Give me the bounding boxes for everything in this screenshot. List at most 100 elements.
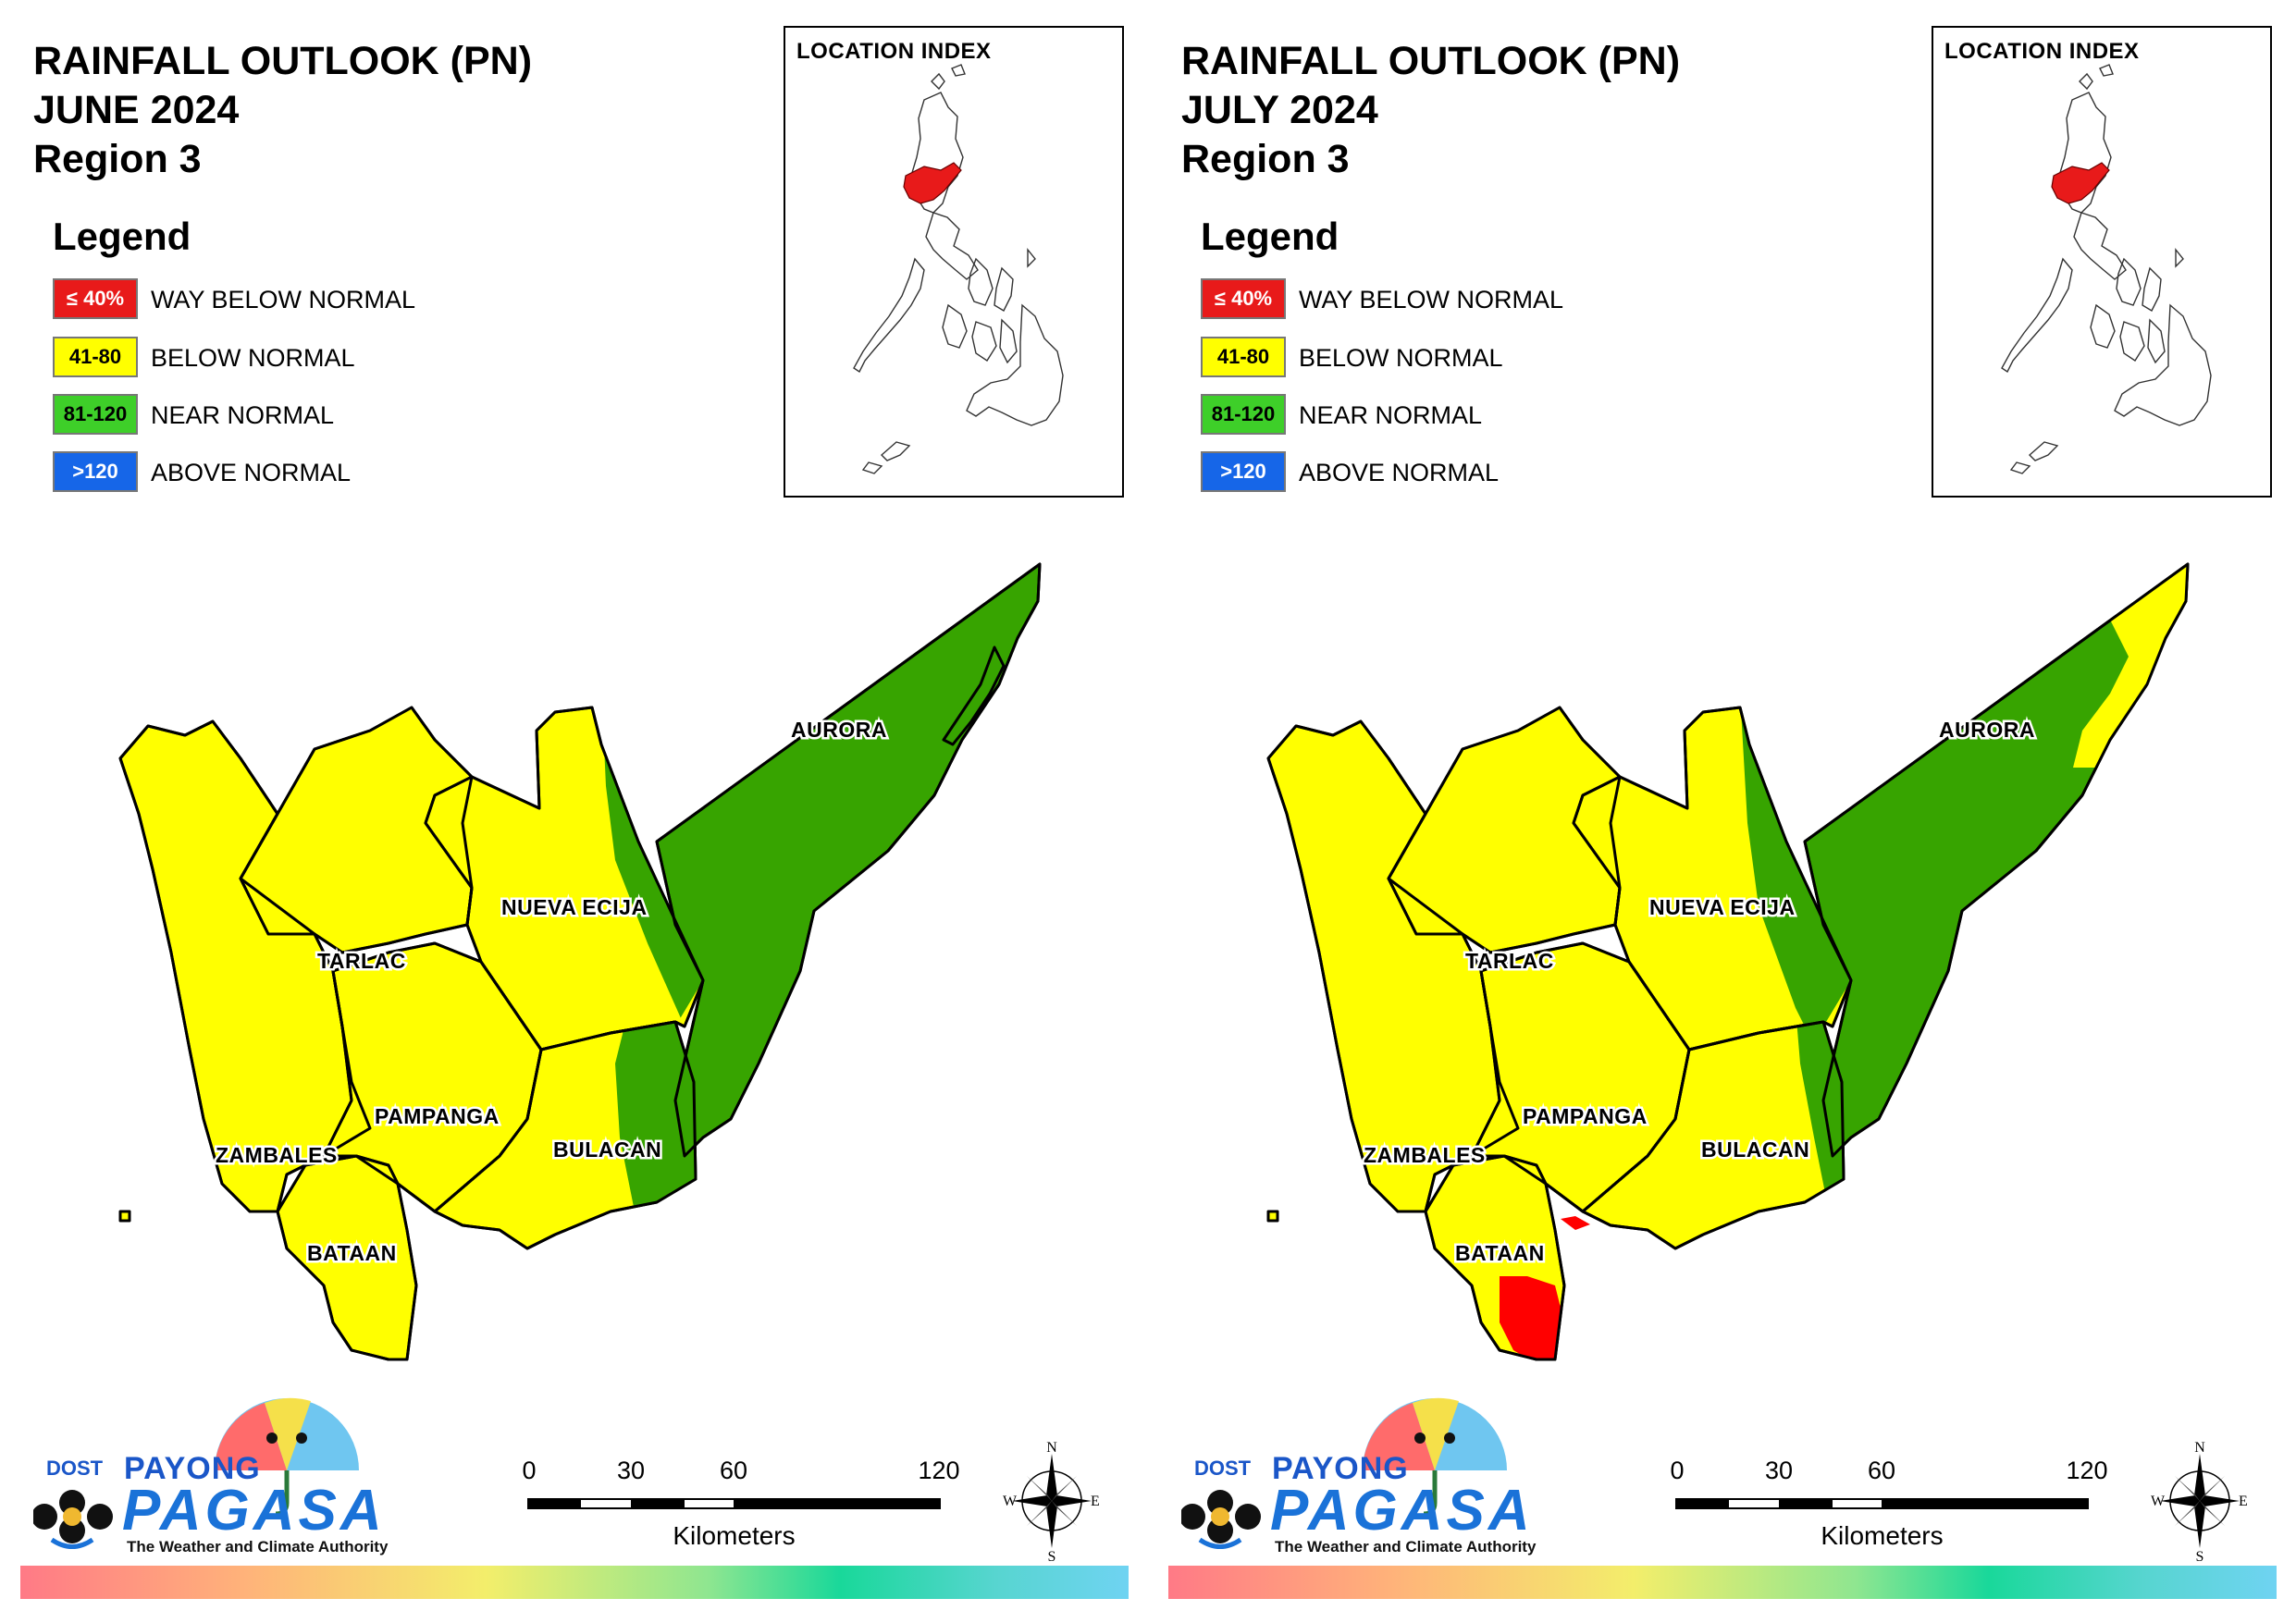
region-3-rainfall-map: AURORA NUEVA ECIJA TARLAC PAMPANGA BULAC… <box>1266 562 2190 1361</box>
legend-title: Legend <box>53 215 191 258</box>
title-line-month: JULY 2024 <box>1181 88 1378 132</box>
province-label-bataan: BATAAN <box>1455 1241 1545 1265</box>
legend-label: ABOVE NORMAL <box>151 459 352 486</box>
compass-e: E <box>2239 1494 2248 1509</box>
logo-payong-text: PAYONG <box>1272 1451 1409 1486</box>
legend-label: WAY BELOW NORMAL <box>1299 286 1564 314</box>
title-line-region: Region 3 <box>33 137 202 181</box>
map-title: RAINFALL OUTLOOK (PN) JUNE 2024 Region 3 <box>33 37 532 184</box>
logo-dost-text: DOST <box>1194 1457 1252 1480</box>
philippines-locator-map <box>2001 64 2212 474</box>
legend-label: NEAR NORMAL <box>1299 401 1483 429</box>
province-label-zambales: ZAMBALES <box>216 1143 338 1167</box>
province-label-tarlac: TARLAC <box>317 949 406 973</box>
scale-tick-120: 120 <box>2066 1457 2108 1484</box>
province-label-aurora: AURORA <box>1939 718 2035 742</box>
legend-swatch: ≤ 40% <box>1201 278 1286 319</box>
outlook-panel-june: RAINFALL OUTLOOK (PN) JUNE 2024 Region 3… <box>20 26 1129 1599</box>
compass-n: N <box>2194 1441 2205 1456</box>
scale-tick-0: 0 <box>522 1457 537 1484</box>
legend-swatch: ≤ 40% <box>53 278 138 319</box>
compass-w: W <box>2151 1494 2166 1509</box>
province-label-tarlac: TARLAC <box>1465 949 1554 973</box>
title-line-region: Region 3 <box>1181 137 1350 181</box>
logo-pagasa-text: PAGASA <box>122 1479 386 1543</box>
scale-tick-120: 120 <box>918 1457 960 1484</box>
scale-bar: 0 30 60 120 Kilometers <box>522 1457 962 1558</box>
compass-rose-icon: N S W E <box>1001 1440 1103 1565</box>
legend-swatch: 81-120 <box>53 394 138 435</box>
compass-w: W <box>1003 1494 1018 1509</box>
legend-title: Legend <box>1201 215 1339 258</box>
scale-segment <box>579 1498 633 1509</box>
scale-bar: 0 30 60 120 Kilometers <box>1670 1457 2110 1558</box>
payong-pagasa-logo: DOST PAYONG PAGASA The Weather and Clima… <box>1181 1383 1551 1568</box>
compass-s: S <box>1048 1549 1056 1561</box>
legend-label: WAY BELOW NORMAL <box>151 286 416 314</box>
scale-unit: Kilometers <box>1821 1521 1944 1550</box>
legend-swatch: 81-120 <box>1201 394 1286 435</box>
way-below-normal-zone-manila-bay <box>1561 1216 1590 1230</box>
legend-label: BELOW NORMAL <box>151 344 355 372</box>
footer-gradient-bar <box>20 1566 1129 1599</box>
location-index-title: LOCATION INDEX <box>796 39 992 64</box>
legend-swatch: 41-80 <box>1201 337 1286 377</box>
legend-label: NEAR NORMAL <box>151 401 335 429</box>
footer-gradient-bar <box>1168 1566 2277 1599</box>
province-label-nueva-ecija: NUEVA ECIJA <box>1649 895 1796 919</box>
way-below-normal-zone-bataan <box>1500 1276 1564 1359</box>
legend-label: ABOVE NORMAL <box>1299 459 1500 486</box>
province-label-bulacan: BULACAN <box>553 1137 661 1162</box>
scale-segment <box>683 1498 735 1509</box>
outlook-panel-july: RAINFALL OUTLOOK (PN) JULY 2024 Region 3… <box>1148 0 2296 1623</box>
legend-swatch: >120 <box>53 451 138 492</box>
province-label-aurora: AURORA <box>791 718 887 742</box>
scale-unit: Kilometers <box>673 1521 796 1550</box>
region-3-rainfall-map: AURORA NUEVA ECIJA TARLAC PAMPANGA BULAC… <box>118 562 1042 1361</box>
legend-swatch: >120 <box>1201 451 1286 492</box>
location-index-inset: LOCATION INDEX <box>1932 26 2272 498</box>
logo-dost-text: DOST <box>46 1457 104 1480</box>
scale-segment <box>631 1498 685 1509</box>
region-3-highlight <box>2051 162 2110 204</box>
compass-e: E <box>1091 1494 1100 1509</box>
location-index-title: LOCATION INDEX <box>1944 39 2140 64</box>
scale-segment <box>1779 1498 1833 1509</box>
compass-n: N <box>1046 1441 1057 1456</box>
province-label-pampanga: PAMPANGA <box>375 1104 500 1128</box>
legend-label: BELOW NORMAL <box>1299 344 1503 372</box>
scale-tick-30: 30 <box>616 1457 646 1484</box>
philippines-locator-map <box>853 64 1064 474</box>
scale-tick-60: 60 <box>1867 1457 1896 1484</box>
region-3-highlight <box>903 162 962 204</box>
aurora-peninsula <box>942 646 1006 746</box>
scale-segment <box>1727 1498 1781 1509</box>
logo-payong-text: PAYONG <box>124 1451 261 1486</box>
scale-segment <box>1675 1498 1729 1509</box>
payong-pagasa-logo: DOST PAYONG PAGASA The Weather and Clima… <box>33 1383 403 1568</box>
logo-pagasa-text: PAGASA <box>1270 1479 1534 1543</box>
small-island <box>1266 1210 1279 1223</box>
map-title: RAINFALL OUTLOOK (PN) JULY 2024 Region 3 <box>1181 37 1680 184</box>
logo-tagline: The Weather and Climate Authority <box>127 1538 389 1555</box>
province-label-pampanga: PAMPANGA <box>1523 1104 1648 1128</box>
province-label-nueva-ecija: NUEVA ECIJA <box>501 895 648 919</box>
scale-tick-60: 60 <box>719 1457 748 1484</box>
compass-rose-icon: N S W E <box>2149 1440 2251 1565</box>
province-label-bulacan: BULACAN <box>1701 1137 1809 1162</box>
small-island <box>118 1210 131 1223</box>
scale-tick-30: 30 <box>1764 1457 1794 1484</box>
title-line-product: RAINFALL OUTLOOK (PN) <box>33 39 533 83</box>
title-line-product: RAINFALL OUTLOOK (PN) <box>1181 39 1681 83</box>
scale-segment <box>1831 1498 1883 1509</box>
title-line-month: JUNE 2024 <box>33 88 240 132</box>
logo-tagline: The Weather and Climate Authority <box>1275 1538 1537 1555</box>
compass-s: S <box>2196 1549 2204 1561</box>
location-index-inset: LOCATION INDEX <box>784 26 1124 498</box>
scale-segment <box>1882 1498 2089 1509</box>
scale-segment <box>734 1498 941 1509</box>
scale-segment <box>527 1498 581 1509</box>
legend-swatch: 41-80 <box>53 337 138 377</box>
province-label-zambales: ZAMBALES <box>1364 1143 1486 1167</box>
